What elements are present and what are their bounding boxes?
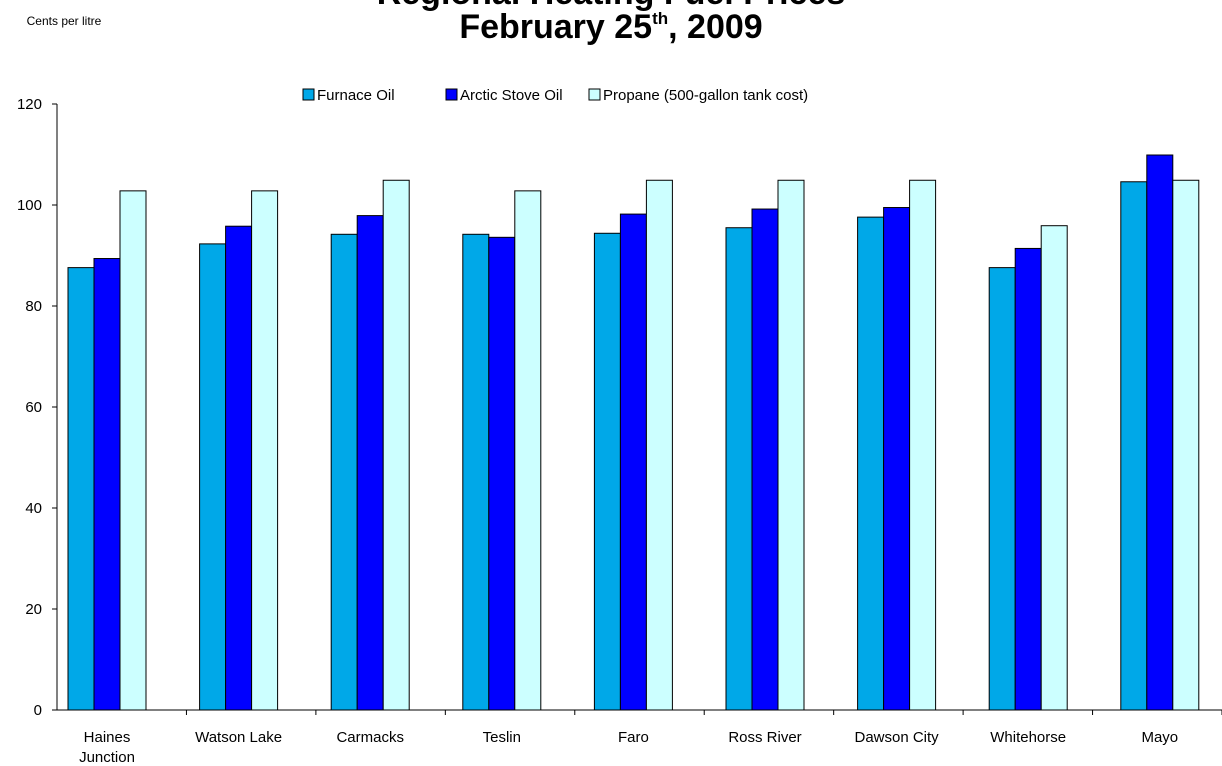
bar <box>777 179 805 711</box>
chart-title: Regional Heating Fuel Prices <box>0 0 1222 10</box>
bar <box>619 213 647 711</box>
bar <box>751 208 779 711</box>
bar <box>883 207 911 711</box>
y-tick-label: 60 <box>25 399 42 416</box>
x-tick-label: Watson Lake <box>195 729 282 746</box>
bar <box>67 267 95 711</box>
x-tick-label: Whitehorse <box>990 729 1066 746</box>
bar <box>909 179 937 711</box>
bar <box>225 225 253 711</box>
bar <box>1014 247 1042 711</box>
x-tick-label: Haines Junction <box>79 729 135 766</box>
bar <box>462 233 490 711</box>
date-suffix: , 2009 <box>668 8 763 46</box>
bar <box>593 232 621 711</box>
date-ordinal: th <box>652 9 669 28</box>
bar <box>251 190 279 711</box>
y-tick-label: 100 <box>17 197 42 214</box>
bar <box>857 216 885 711</box>
x-tick-label: Ross River <box>728 729 801 746</box>
legend-label: Propane (500-gallon tank cost) <box>603 87 808 104</box>
bar <box>199 243 227 711</box>
y-axis-label: Cents per litre <box>26 14 102 28</box>
bar <box>1146 154 1174 711</box>
bar <box>645 179 673 711</box>
bar <box>119 190 147 711</box>
x-tick-label: Teslin <box>483 729 521 746</box>
legend-swatch <box>588 88 601 101</box>
bar <box>1172 179 1200 711</box>
bar <box>1120 181 1148 711</box>
x-tick-label: Dawson City <box>854 729 939 746</box>
bar <box>488 236 516 711</box>
date-prefix: February 25 <box>459 8 653 46</box>
legend-swatch <box>302 88 315 101</box>
bar <box>1040 225 1068 711</box>
legend: Furnace Oil Arctic Stove Oil Propane (500-… <box>302 87 808 104</box>
chart-subtitle-date: February 25th, 2009 <box>0 10 1222 44</box>
bar <box>725 227 753 711</box>
y-tick-label: 0 <box>34 702 42 719</box>
x-tick-label: Faro <box>618 729 649 746</box>
y-tick-label: 40 <box>25 500 42 517</box>
bar <box>382 179 410 711</box>
bar <box>93 258 121 711</box>
bar <box>514 190 542 711</box>
bars-group <box>67 154 1200 711</box>
bar <box>330 233 358 711</box>
y-tick-label: 80 <box>25 298 42 315</box>
bar <box>356 215 384 711</box>
bar <box>988 267 1016 711</box>
legend-label: Arctic Stove Oil <box>460 87 563 104</box>
legend-label: Furnace Oil <box>317 87 395 104</box>
y-tick-label: 120 <box>17 96 42 113</box>
x-tick-label: Carmacks <box>336 729 404 746</box>
y-tick-label: 20 <box>25 601 42 618</box>
x-tick-label: Mayo <box>1141 729 1178 746</box>
axes-group: 0 20 40 60 80 100 120 Haines Junction Watson Lake… <box>17 96 1222 766</box>
legend-swatch <box>445 88 458 101</box>
